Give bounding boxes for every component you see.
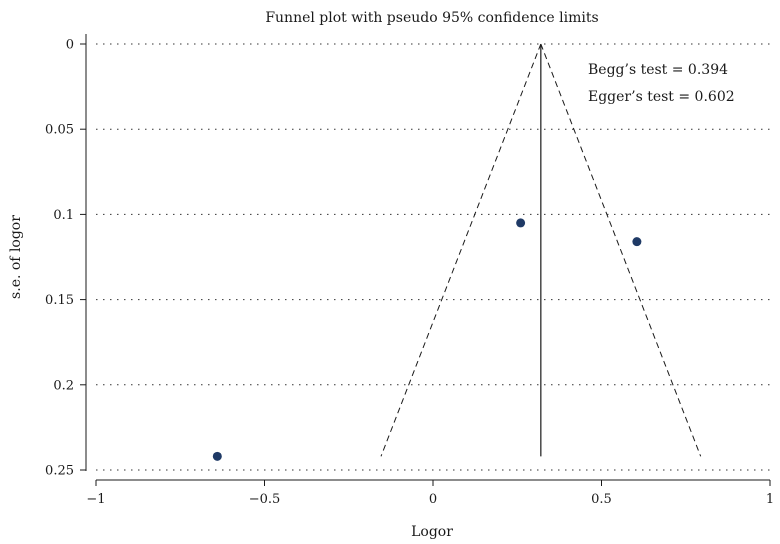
data-point [516, 218, 526, 228]
x-axis-label: Logor [411, 524, 453, 540]
y-tick-label: 0.1 [53, 208, 74, 223]
y-tick-label: 0.05 [45, 123, 74, 138]
x-tick-label: −0.5 [249, 492, 281, 507]
grid-layer [96, 43, 770, 471]
annotation-layer: Begg’s test = 0.394 Egger’s test = 0.602 [588, 62, 735, 105]
funnel-layer [380, 43, 702, 457]
test-annotation: Begg’s test = 0.394 [588, 62, 728, 78]
test-annotation: Egger’s test = 0.602 [588, 89, 735, 105]
y-tick-label: 0.25 [45, 464, 74, 479]
x-tick-label: −1 [86, 492, 105, 507]
y-axis-label: s.e. of logor [8, 215, 24, 299]
x-tick-label: 0.5 [591, 492, 612, 507]
y-tick-label: 0.15 [45, 293, 74, 308]
axis-layer: 0 0.05 0.1 0.15 0.2 0.25 −1 −0.5 0 0.5 1 [45, 34, 774, 507]
points-layer [212, 218, 642, 461]
y-tick-label: 0 [66, 38, 74, 53]
y-tick-label: 0.2 [53, 378, 74, 393]
funnel-left-limit [380, 43, 542, 457]
x-tick-label: 0 [429, 492, 437, 507]
chart-title: Funnel plot with pseudo 95% confidence l… [265, 10, 598, 26]
data-point [212, 451, 222, 461]
data-point [632, 237, 642, 247]
x-tick-label: 1 [766, 492, 774, 507]
funnel-right-limit [540, 43, 702, 457]
